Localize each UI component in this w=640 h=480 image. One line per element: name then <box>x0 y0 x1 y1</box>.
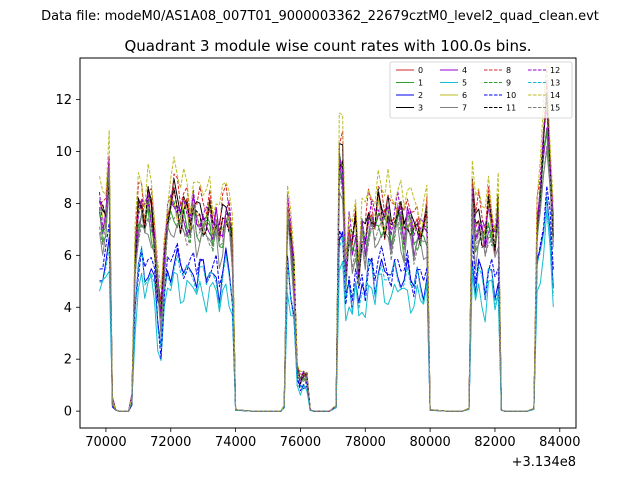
x-tick-label: 84000 <box>539 435 580 450</box>
legend-label-6: 6 <box>462 91 467 100</box>
y-tick-label: 4 <box>64 301 72 316</box>
x-tick-label: 74000 <box>215 435 256 450</box>
legend-label-13: 13 <box>550 79 560 88</box>
legend-label-3: 3 <box>418 104 423 113</box>
legend-label-7: 7 <box>462 104 467 113</box>
legend-label-15: 15 <box>550 104 560 113</box>
x-tick-label: 70000 <box>85 435 126 450</box>
y-tick-label: 12 <box>55 93 72 108</box>
y-tick-label: 10 <box>55 145 72 160</box>
legend-box <box>389 61 573 119</box>
series-line-15 <box>99 144 554 412</box>
legend-label-5: 5 <box>462 79 467 88</box>
legend-label-8: 8 <box>506 66 511 75</box>
series-line-12 <box>99 110 554 412</box>
chart-title: Quadrant 3 module wise count rates with … <box>124 37 531 55</box>
legend-label-11: 11 <box>506 104 516 113</box>
x-axis: 70000 72000 74000 76000 78000 80000 82000 84000 <box>85 428 580 450</box>
x-tick-label: 80000 <box>409 435 450 450</box>
legend-label-0: 0 <box>418 66 423 75</box>
legend-label-2: 2 <box>418 91 423 100</box>
y-tick-label: 8 <box>64 197 72 212</box>
legend-label-4: 4 <box>462 66 467 75</box>
x-offset-label: +3.134e8 <box>512 455 576 470</box>
axes-frame <box>79 57 577 429</box>
plot-area <box>79 57 577 429</box>
legend-label-14: 14 <box>550 91 560 100</box>
x-tick-label: 76000 <box>280 435 321 450</box>
x-tick-label: 78000 <box>345 435 386 450</box>
x-tick-label: 72000 <box>150 435 191 450</box>
chart-suptitle: Data file: modeM0/AS1A08_007T01_90000033… <box>41 9 599 24</box>
series-layer <box>99 65 554 412</box>
series-line-10 <box>99 185 554 412</box>
x-tick-label: 82000 <box>474 435 515 450</box>
legend-label-12: 12 <box>550 66 560 75</box>
legend-label-1: 1 <box>418 79 423 88</box>
legend-label-10: 10 <box>506 91 516 100</box>
legend-label-9: 9 <box>506 79 511 88</box>
y-tick-label: 6 <box>64 249 72 264</box>
y-tick-label: 0 <box>64 405 72 420</box>
y-tick-label: 2 <box>64 353 72 368</box>
series-line-13 <box>99 198 554 412</box>
series-line-14 <box>99 65 554 412</box>
y-axis: 0 2 4 6 8 10 12 <box>55 93 80 420</box>
